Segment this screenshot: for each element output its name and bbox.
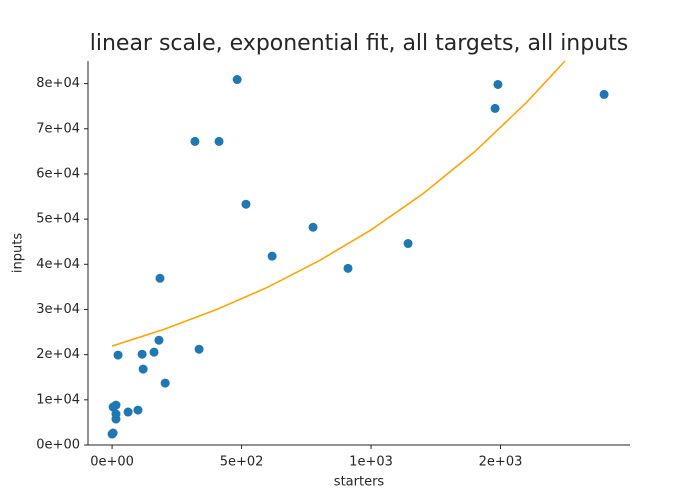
y-tick-label: 0e+00 [36, 438, 80, 453]
point [241, 199, 251, 209]
y-tick-label: 3e+04 [36, 302, 80, 317]
point [599, 89, 609, 99]
point [133, 405, 143, 415]
x-tick-label: 1e+03 [349, 455, 393, 470]
y-tick-label: 1e+04 [36, 392, 80, 407]
y-axis-label: inputs [11, 233, 26, 273]
point [403, 239, 413, 249]
point [113, 350, 123, 360]
x-tick-label: 2e+03 [479, 455, 523, 470]
y-tick-label: 7e+04 [36, 121, 80, 136]
point [267, 251, 277, 261]
point [190, 136, 200, 146]
point [154, 335, 164, 345]
point [108, 428, 118, 438]
point [149, 347, 159, 357]
point [111, 400, 121, 410]
chart-title: linear scale, exponential fit, all targe… [90, 31, 629, 56]
point [160, 378, 170, 388]
point [137, 349, 147, 359]
y-tick-label: 4e+04 [36, 257, 80, 272]
point [232, 75, 242, 85]
x-tick-label: 5e+02 [220, 455, 264, 470]
x-tick-label: 0e+00 [90, 455, 134, 470]
fit-line [111, 60, 566, 347]
y-tick-label: 2e+04 [36, 347, 80, 362]
point [343, 263, 353, 273]
point [214, 136, 224, 146]
point [308, 222, 318, 232]
x-axis-label: starters [334, 475, 385, 490]
point [194, 344, 204, 354]
y-tick-label: 6e+04 [36, 166, 80, 181]
point [493, 79, 503, 89]
point [155, 273, 165, 283]
point [490, 103, 500, 113]
point [123, 407, 133, 417]
point [111, 414, 121, 424]
y-tick-label: 8e+04 [36, 76, 80, 91]
point [138, 364, 148, 374]
y-tick-label: 5e+04 [36, 212, 80, 227]
